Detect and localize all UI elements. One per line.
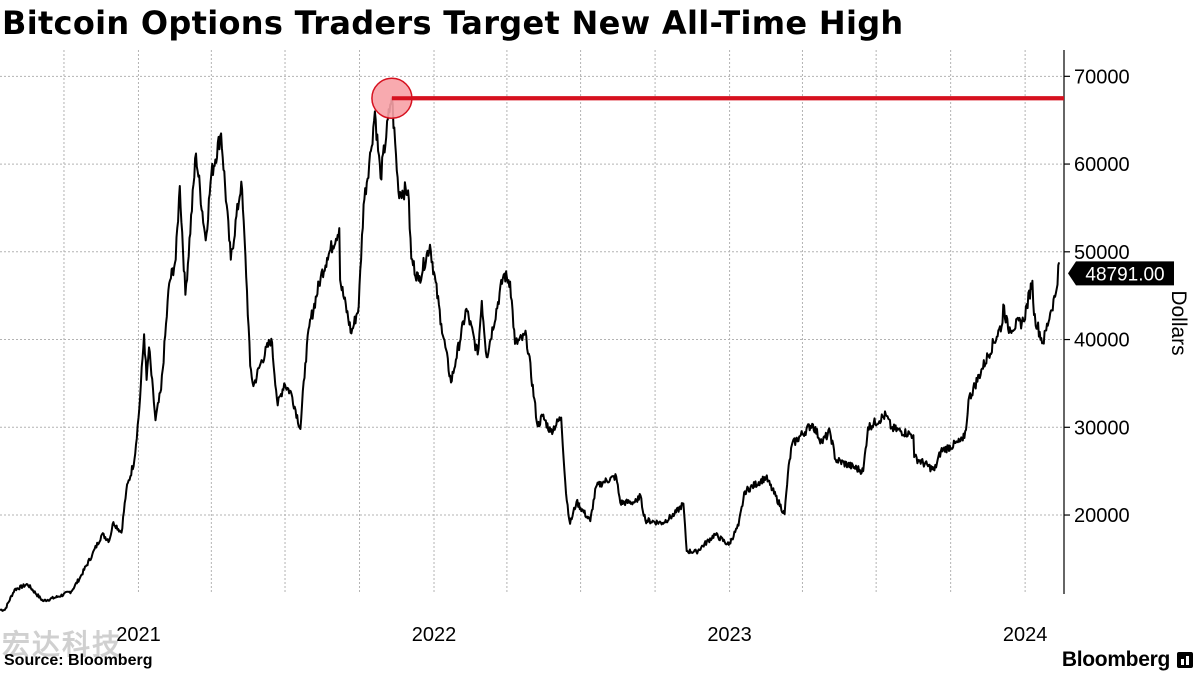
y-tick-label: 60000 <box>1074 154 1130 176</box>
all-time-high-annotation <box>371 77 1064 120</box>
y-tick-label: 40000 <box>1074 330 1130 352</box>
y-tick-label: 20000 <box>1074 505 1130 527</box>
bloomberg-logo: Bloomberg <box>1061 648 1170 671</box>
bloomberg-chart-icon <box>1177 652 1193 668</box>
x-tick-label: 2024 <box>1003 624 1048 646</box>
source-note: Source: Bloomberg <box>4 652 153 669</box>
x-axis-labels: 2021 2022 2023 2024 <box>116 624 1047 646</box>
y-tick-label: 50000 <box>1074 242 1130 264</box>
y-tick-label: 70000 <box>1074 66 1130 88</box>
x-tick-label: 2021 <box>116 624 161 646</box>
watermark: 宏达科技 <box>2 629 123 660</box>
bitcoin-price-line <box>0 97 1061 612</box>
gridlines <box>0 50 1064 594</box>
last-value-badge-bg <box>1068 261 1174 286</box>
chart-title: Bitcoin Options Traders Target New All-T… <box>2 4 904 42</box>
x-tick-label: 2023 <box>707 624 752 646</box>
x-tick-label: 2022 <box>412 624 457 646</box>
last-value-text: 48791.00 <box>1085 264 1164 285</box>
y-axis-title: Dollars <box>1167 290 1190 355</box>
last-value-badge: 48791.00 <box>1068 261 1174 286</box>
price-series <box>0 97 1061 612</box>
y-tick-label: 30000 <box>1074 417 1130 439</box>
y-axis: 20000 30000 40000 50000 60000 70000 <box>1063 50 1130 594</box>
